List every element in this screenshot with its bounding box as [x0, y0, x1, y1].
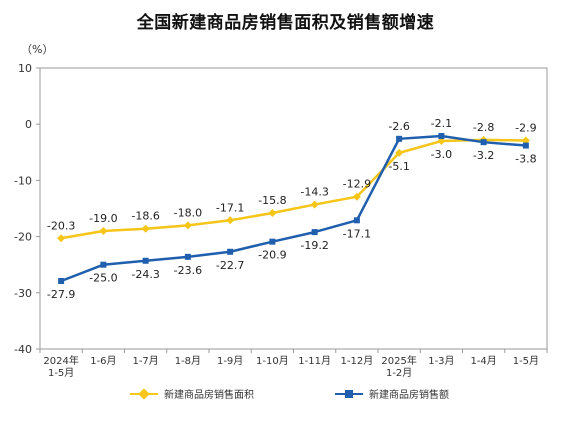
- x-tick-label: 1-5月: [513, 355, 539, 367]
- chart-title: 全国新建商品房销售面积及销售额增速: [136, 13, 435, 33]
- data-point-sales: [311, 229, 318, 236]
- data-label: -19.0: [89, 212, 117, 225]
- y-tick-label: -10: [14, 174, 32, 187]
- data-point-area: [57, 234, 66, 243]
- legend-label-area: 新建商品房销售面积: [164, 390, 254, 401]
- series-line-area: [60, 138, 526, 240]
- data-point-area: [521, 136, 530, 145]
- y-tick-label: 10: [18, 62, 32, 75]
- legend-item-sales: 新建商品房销售额: [335, 386, 449, 401]
- x-tick-label: 2025年 1-2月: [381, 354, 416, 379]
- data-label: -25.0: [89, 272, 117, 285]
- data-point-area: [352, 192, 361, 201]
- data-label: -18.0: [174, 206, 202, 219]
- data-label: -24.3: [131, 268, 159, 281]
- data-point-sales: [269, 238, 276, 245]
- data-label: -5.1: [388, 160, 409, 173]
- data-label: -3.8: [515, 153, 536, 166]
- data-point-sales: [142, 257, 149, 264]
- data-point-area: [99, 226, 108, 235]
- data-label: -15.8: [258, 194, 286, 207]
- data-point-area: [437, 137, 446, 146]
- y-tick-label: -30: [14, 287, 32, 300]
- data-label: -2.8: [473, 121, 494, 134]
- data-point-area: [226, 216, 235, 225]
- data-point-sales: [227, 248, 234, 255]
- data-label: -2.6: [388, 120, 409, 133]
- data-point-area: [183, 221, 192, 230]
- x-tick-label: 1-10月: [256, 355, 289, 367]
- x-tick-label: 1-9月: [217, 355, 243, 367]
- x-tick-label: 1-11月: [298, 355, 331, 367]
- data-point-sales: [396, 135, 403, 142]
- data-point-area: [310, 200, 319, 209]
- legend-label-sales: 新建商品房销售额: [369, 390, 449, 401]
- data-label: -2.9: [515, 121, 536, 134]
- data-point-sales: [480, 139, 487, 146]
- data-point-sales: [438, 133, 445, 140]
- data-point-sales: [522, 142, 529, 149]
- data-label: -20.3: [47, 219, 75, 232]
- data-point-sales: [353, 217, 360, 224]
- data-label: -27.9: [47, 288, 75, 301]
- data-label: -20.9: [258, 249, 286, 262]
- x-tick-label: 1-8月: [175, 355, 201, 367]
- data-label: -17.1: [343, 227, 371, 240]
- y-tick-label: 0: [25, 118, 32, 131]
- x-tick-label: 1-3月: [428, 355, 454, 367]
- y-tick-label: -20: [14, 231, 32, 244]
- legend-item-area: 新建商品房销售面积: [130, 386, 254, 401]
- data-label: -22.7: [216, 259, 244, 272]
- data-point-area: [395, 148, 404, 157]
- y-tick-label: -40: [14, 343, 32, 356]
- data-label: -12.9: [343, 178, 371, 191]
- x-tick-label: 2024年 1-5月: [43, 354, 78, 379]
- x-tick-label: 1-4月: [470, 355, 496, 367]
- y-axis-unit: （%）: [21, 43, 54, 56]
- data-point-sales: [100, 261, 107, 268]
- data-point-area: [268, 208, 277, 217]
- series-line-sales: [60, 134, 526, 283]
- data-label: -19.2: [300, 239, 328, 252]
- x-tick-label: 1-12月: [341, 355, 374, 367]
- data-point-sales: [184, 253, 191, 260]
- legend-swatch-area: [130, 387, 158, 400]
- x-tick-label: 1-6月: [90, 355, 116, 367]
- data-point-area: [141, 224, 150, 233]
- data-label: -18.6: [131, 210, 159, 223]
- x-tick-label: 1-7月: [132, 355, 158, 367]
- data-label: -17.1: [216, 201, 244, 214]
- data-label: -3.2: [473, 149, 494, 162]
- data-label: -2.1: [431, 117, 452, 130]
- data-label: -14.3: [300, 186, 328, 199]
- legend-swatch-sales: [335, 389, 363, 398]
- data-label: -3.0: [431, 148, 452, 161]
- data-point-sales: [58, 277, 65, 284]
- data-label: -23.6: [174, 264, 202, 277]
